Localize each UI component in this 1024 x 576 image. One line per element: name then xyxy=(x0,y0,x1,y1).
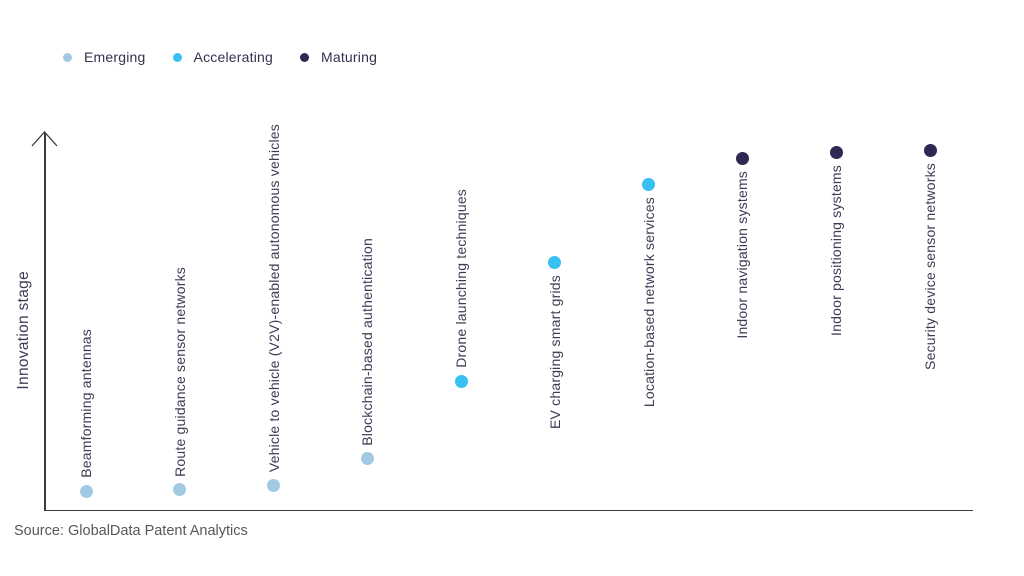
accelerating-dot-icon xyxy=(172,52,182,62)
point-label: Beamforming antennas xyxy=(78,329,94,479)
data-point xyxy=(642,177,656,191)
x-axis-line xyxy=(44,509,973,511)
data-point xyxy=(267,478,281,492)
y-axis-title: Innovation stage xyxy=(15,271,32,390)
data-point xyxy=(829,145,843,159)
legend-item-accelerating: Accelerating xyxy=(172,49,273,65)
data-point xyxy=(548,255,562,269)
legend-item-emerging: Emerging xyxy=(63,49,146,65)
point-label: Location-based network services xyxy=(640,197,657,408)
point-label: Blockchain-based authentication xyxy=(359,238,376,446)
point-label: Security device sensor networks xyxy=(922,163,939,371)
legend-label: Maturing xyxy=(320,49,378,65)
y-axis-line xyxy=(44,133,46,510)
legend-item-maturing: Maturing xyxy=(299,49,378,65)
point-label: Indoor positioning systems xyxy=(828,165,845,336)
point-label: Route guidance sensor networks xyxy=(171,267,188,477)
point-label: Drone launching techniques xyxy=(453,189,470,369)
data-point xyxy=(173,483,187,497)
data-point xyxy=(923,143,937,157)
data-point xyxy=(360,452,374,466)
source-note: Source: GlobalData Patent Analytics xyxy=(14,523,248,539)
chart-legend: Emerging Accelerating Maturing xyxy=(63,49,377,65)
point-label: Indoor navigation systems xyxy=(734,171,751,339)
point-label: EV charging smart grids xyxy=(546,275,563,430)
maturing-dot-icon xyxy=(299,52,309,62)
data-point xyxy=(79,484,93,498)
data-point xyxy=(454,374,468,388)
legend-label: Accelerating xyxy=(193,49,273,65)
point-label: Vehicle to vehicle (V2V)-enabled autonom… xyxy=(265,123,282,473)
emerging-dot-icon xyxy=(63,52,72,62)
legend-label: Emerging xyxy=(84,49,146,65)
data-point xyxy=(735,151,749,165)
y-axis-arrow-icon xyxy=(31,131,58,147)
